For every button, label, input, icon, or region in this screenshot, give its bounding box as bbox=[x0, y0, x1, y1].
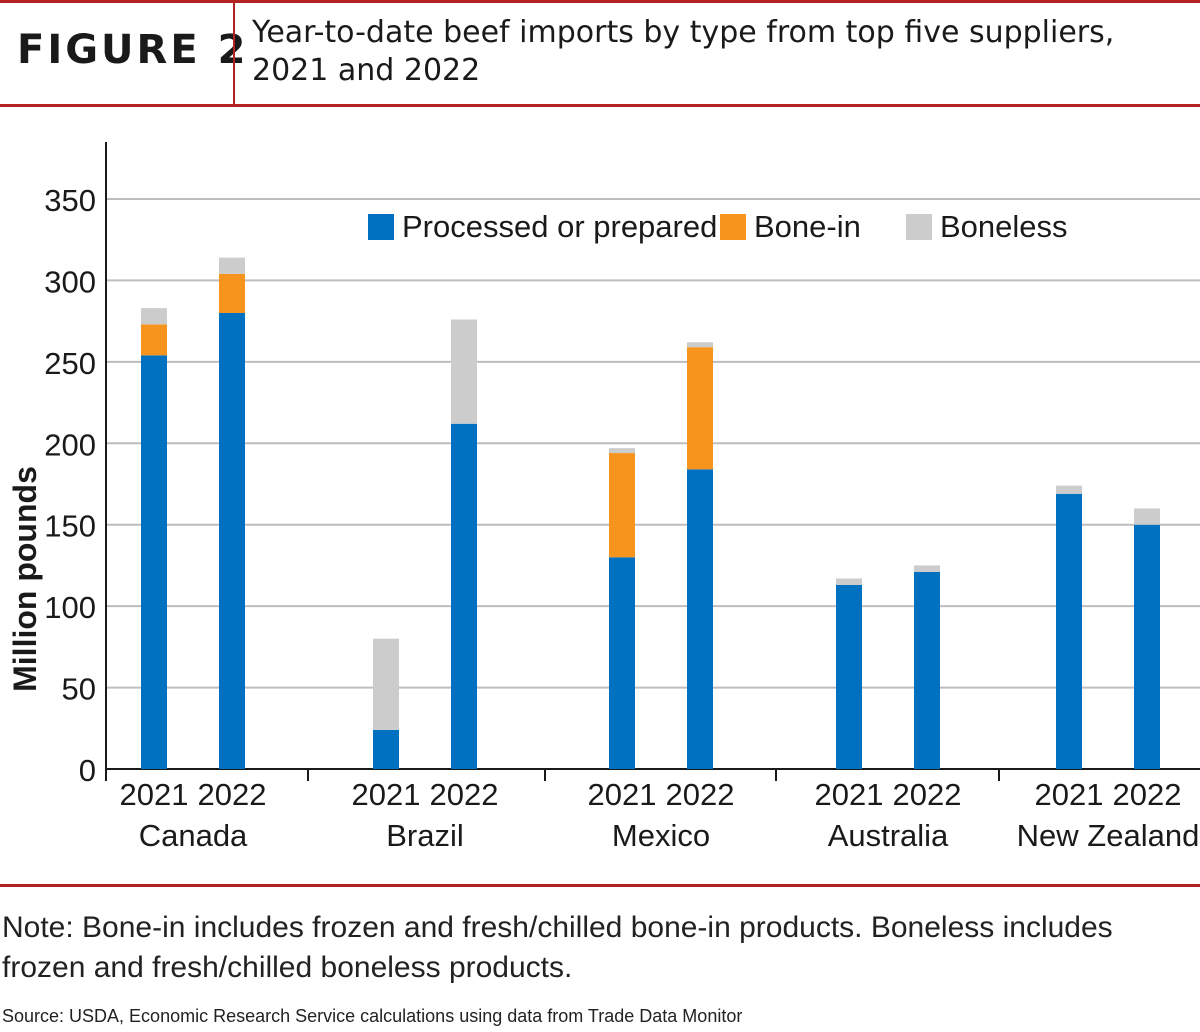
header-divider bbox=[233, 3, 235, 104]
bar-segment-canada-2021-bone-in bbox=[141, 324, 167, 356]
legend-label-bone-in: Bone-in bbox=[754, 209, 861, 244]
bar-segment-new-zealand-2022-processed bbox=[1134, 524, 1160, 769]
bar-segment-new-zealand-2021-processed bbox=[1056, 493, 1082, 769]
footer-rule bbox=[0, 884, 1200, 887]
y-tick-label: 200 bbox=[44, 427, 96, 462]
x-tick-label: 2021 bbox=[120, 777, 189, 812]
figure-label: FIGURE 2 bbox=[17, 27, 249, 73]
x-tick-label: 2022 bbox=[198, 777, 267, 812]
chart-source: Source: USDA, Economic Research Service … bbox=[2, 1006, 743, 1026]
y-axis-title: Million pounds bbox=[7, 466, 43, 692]
legend-label-boneless: Boneless bbox=[940, 209, 1068, 244]
bar-segment-canada-2022-bone-in bbox=[219, 273, 245, 313]
bar-segment-canada-2022-boneless bbox=[219, 257, 245, 274]
legend-label-processed: Processed or prepared bbox=[402, 209, 717, 244]
figure-header: FIGURE 2 Year-to-date beef imports by ty… bbox=[0, 0, 1200, 107]
bar-segment-mexico-2021-boneless bbox=[609, 448, 635, 454]
y-tick-label: 100 bbox=[44, 590, 96, 625]
x-tick-label: 2022 bbox=[666, 777, 735, 812]
header-bottom-rule bbox=[0, 104, 1200, 107]
bar-segment-brazil-2022-boneless bbox=[451, 319, 477, 424]
x-tick-label: 2022 bbox=[430, 777, 499, 812]
chart-note: Note: Bone-in includes frozen and fresh/… bbox=[2, 911, 1113, 984]
x-group-label: Brazil bbox=[386, 818, 464, 853]
bar-segment-canada-2021-processed bbox=[141, 355, 167, 769]
x-group-label: New Zealand bbox=[1017, 818, 1200, 853]
bar-segment-canada-2021-boneless bbox=[141, 308, 167, 325]
bar-segment-australia-2021-boneless bbox=[836, 578, 862, 585]
bar-segment-brazil-2022-processed bbox=[451, 423, 477, 769]
bar-segment-mexico-2021-processed bbox=[609, 557, 635, 769]
bar-segment-mexico-2022-bone-in bbox=[687, 347, 713, 470]
legend-swatch-boneless bbox=[906, 214, 932, 240]
x-group-label: Australia bbox=[828, 818, 949, 853]
bar-segment-mexico-2021-bone-in bbox=[609, 453, 635, 558]
bar-segment-new-zealand-2021-boneless bbox=[1056, 485, 1082, 494]
bar-segment-brazil-2021-boneless bbox=[373, 638, 399, 730]
bar-segment-canada-2022-processed bbox=[219, 313, 245, 769]
chart-title: Year-to-date beef imports by type from t… bbox=[252, 15, 1115, 88]
bar-segment-australia-2021-processed bbox=[836, 584, 862, 769]
bar-segment-mexico-2022-processed bbox=[687, 469, 713, 769]
x-group-label: Mexico bbox=[612, 818, 710, 853]
y-tick-label: 150 bbox=[44, 509, 96, 544]
x-tick-label: 2022 bbox=[1113, 777, 1182, 812]
bar-segment-australia-2022-boneless bbox=[914, 565, 940, 572]
x-tick-label: 2021 bbox=[588, 777, 657, 812]
legend-swatch-processed bbox=[368, 214, 394, 240]
y-tick-label: 300 bbox=[44, 264, 96, 299]
header-top-rule bbox=[0, 0, 1200, 3]
legend-swatch-bone-in bbox=[720, 214, 746, 240]
bar-segment-new-zealand-2022-boneless bbox=[1134, 508, 1160, 525]
x-tick-label: 2021 bbox=[815, 777, 884, 812]
bar-segment-mexico-2022-boneless bbox=[687, 342, 713, 348]
x-group-label: Canada bbox=[139, 818, 248, 853]
bar-segment-brazil-2021-processed bbox=[373, 729, 399, 769]
y-tick-label: 250 bbox=[44, 346, 96, 381]
y-tick-label: 0 bbox=[79, 753, 96, 788]
y-tick-label: 350 bbox=[44, 183, 96, 218]
y-tick-label: 50 bbox=[62, 672, 96, 707]
x-tick-label: 2021 bbox=[1035, 777, 1104, 812]
bar-segment-australia-2022-processed bbox=[914, 571, 940, 769]
x-tick-label: 2022 bbox=[893, 777, 962, 812]
stacked-bar-chart: 0 50 100 150 200 250 300 350 Million pounds 2021 2… bbox=[7, 142, 1200, 853]
x-tick-label: 2021 bbox=[352, 777, 421, 812]
